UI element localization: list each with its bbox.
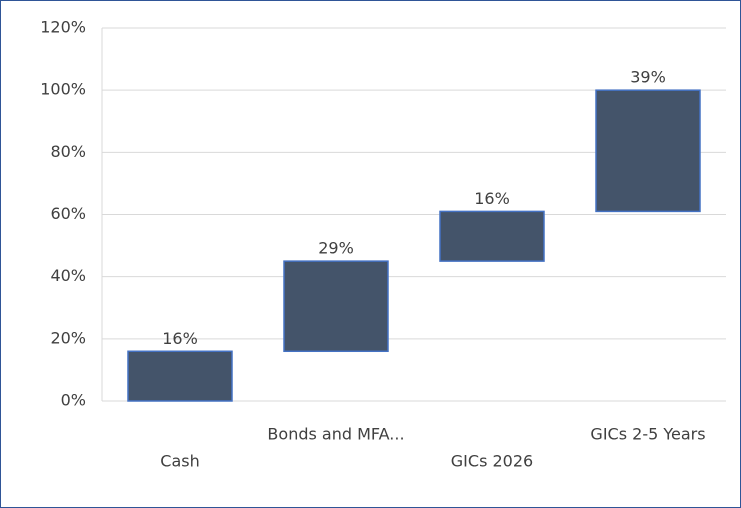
x-tick-label: Cash bbox=[160, 452, 199, 471]
y-tick-label: 60% bbox=[50, 204, 86, 223]
data-label: 16% bbox=[474, 189, 510, 208]
y-tick-label: 0% bbox=[61, 391, 86, 410]
x-tick-label: GICs 2026 bbox=[451, 452, 533, 471]
bar bbox=[283, 260, 389, 353]
y-tick-label: 80% bbox=[50, 142, 86, 161]
data-label: 16% bbox=[162, 329, 198, 348]
bar bbox=[439, 210, 545, 262]
bar bbox=[127, 350, 233, 402]
y-tick-label: 120% bbox=[40, 18, 86, 37]
data-label: 29% bbox=[318, 239, 354, 258]
y-tick-label: 20% bbox=[50, 328, 86, 347]
y-tick-label: 40% bbox=[50, 266, 86, 285]
data-label: 39% bbox=[630, 68, 666, 87]
y-tick-label: 100% bbox=[40, 80, 86, 99]
x-tick-label: GICs 2-5 Years bbox=[590, 425, 705, 444]
x-tick-label: Bonds and MFA... bbox=[267, 425, 404, 444]
bar bbox=[595, 89, 701, 213]
